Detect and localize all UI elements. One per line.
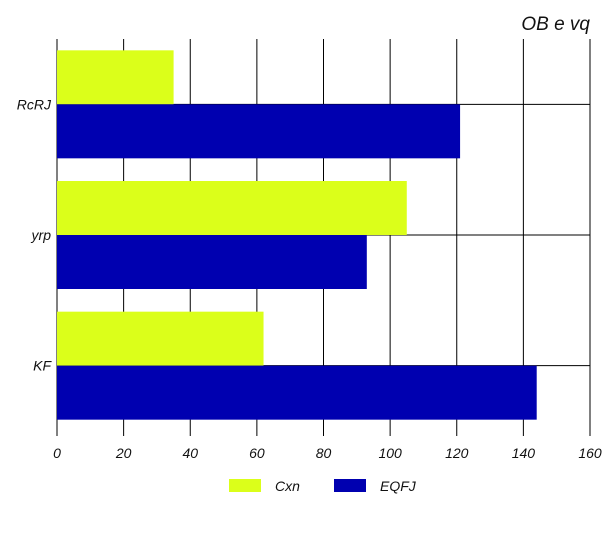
- legend-label: Cxn: [275, 478, 300, 494]
- x-tick-label: 120: [445, 445, 469, 461]
- bar-Cxn-yrp: [57, 181, 407, 235]
- y-tick-label: KF: [33, 358, 52, 374]
- bar-EQFJ-yrp: [57, 235, 367, 289]
- chart-title: OB e vq: [521, 14, 590, 35]
- x-tick-label: 140: [512, 445, 536, 461]
- x-tick-label: 40: [182, 445, 198, 461]
- x-tick-label: 80: [316, 445, 332, 461]
- x-tick-label: 20: [115, 445, 132, 461]
- legend: Cxn EQFJ: [229, 478, 417, 494]
- x-tick-label: 160: [578, 445, 602, 461]
- y-tick-labels: RcRJ yrp KF: [17, 96, 53, 373]
- legend-label: EQFJ: [380, 478, 417, 494]
- x-tick-label: 60: [249, 445, 265, 461]
- legend-swatch-EQFJ: [334, 479, 366, 492]
- y-tick-label: RcRJ: [17, 96, 52, 112]
- x-tick-labels: 0 20 40 60 80 100 120 140 160: [53, 431, 602, 461]
- y-tick-label: yrp: [31, 227, 52, 243]
- bar-EQFJ-RcRJ: [57, 104, 461, 159]
- bar-Cxn-RcRJ: [57, 50, 174, 105]
- x-tick-label: 0: [53, 445, 61, 461]
- bar-EQFJ-KF: [57, 365, 537, 420]
- bar-Cxn-KF: [57, 311, 264, 366]
- x-tick-label: 100: [378, 445, 402, 461]
- bars: [57, 50, 537, 420]
- legend-swatch-Cxn: [229, 479, 261, 492]
